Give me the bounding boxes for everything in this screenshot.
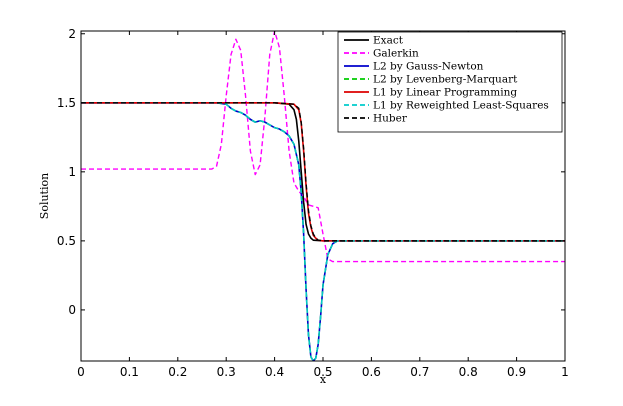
x-axis-ticks: 0 0.1 0.2 0.3 0.4 0.5 0.6 0.7 0.8 0.9 1: [77, 31, 569, 379]
legend-entry-5: L1 by Linear Programming: [373, 87, 517, 99]
legend-box: [337, 31, 563, 133]
x-tick-label: 0: [77, 365, 85, 379]
legend-entry-4: L2 by Levenberg-Marquart: [373, 74, 518, 86]
series-line-2: [81, 31, 565, 263]
legend-entry-7: Huber: [373, 113, 408, 125]
legend-entry-1: Exact: [373, 35, 404, 47]
y-axis-ticks: 0 0.5 1 1.5 2: [57, 27, 565, 317]
y-tick-label: 1.5: [57, 96, 76, 110]
x-tick-label: 0.8: [459, 365, 478, 379]
legend-entry-2: Galerkin: [373, 48, 419, 60]
x-tick-label: 0.3: [217, 365, 236, 379]
x-axis-label: x: [320, 373, 327, 386]
x-tick-label: 0.9: [507, 365, 526, 379]
series-line-7: [81, 102, 565, 242]
x-tick-label: 0.2: [168, 365, 187, 379]
y-tick-label: 2: [68, 27, 76, 41]
y-tick-label: 1: [68, 165, 76, 179]
y-axis-label: Solution: [38, 173, 51, 219]
series-line-6: [81, 102, 565, 361]
x-tick-label: 0.5: [313, 365, 332, 379]
x-tick-label: 0.4: [265, 365, 284, 379]
y-tick-label: 0: [68, 303, 76, 317]
x-tick-label: 0.7: [410, 365, 429, 379]
y-tick-label: 0.5: [57, 234, 76, 248]
x-tick-label: 0.6: [362, 365, 381, 379]
series-layer: [81, 31, 565, 361]
x-tick-label: 1: [561, 365, 569, 379]
legend-entry-6: L1 by Reweighted Least-Squares: [373, 100, 549, 112]
legend-entry-3: L2 by Gauss-Newton: [373, 61, 484, 73]
x-tick-label: 0.1: [120, 365, 139, 379]
